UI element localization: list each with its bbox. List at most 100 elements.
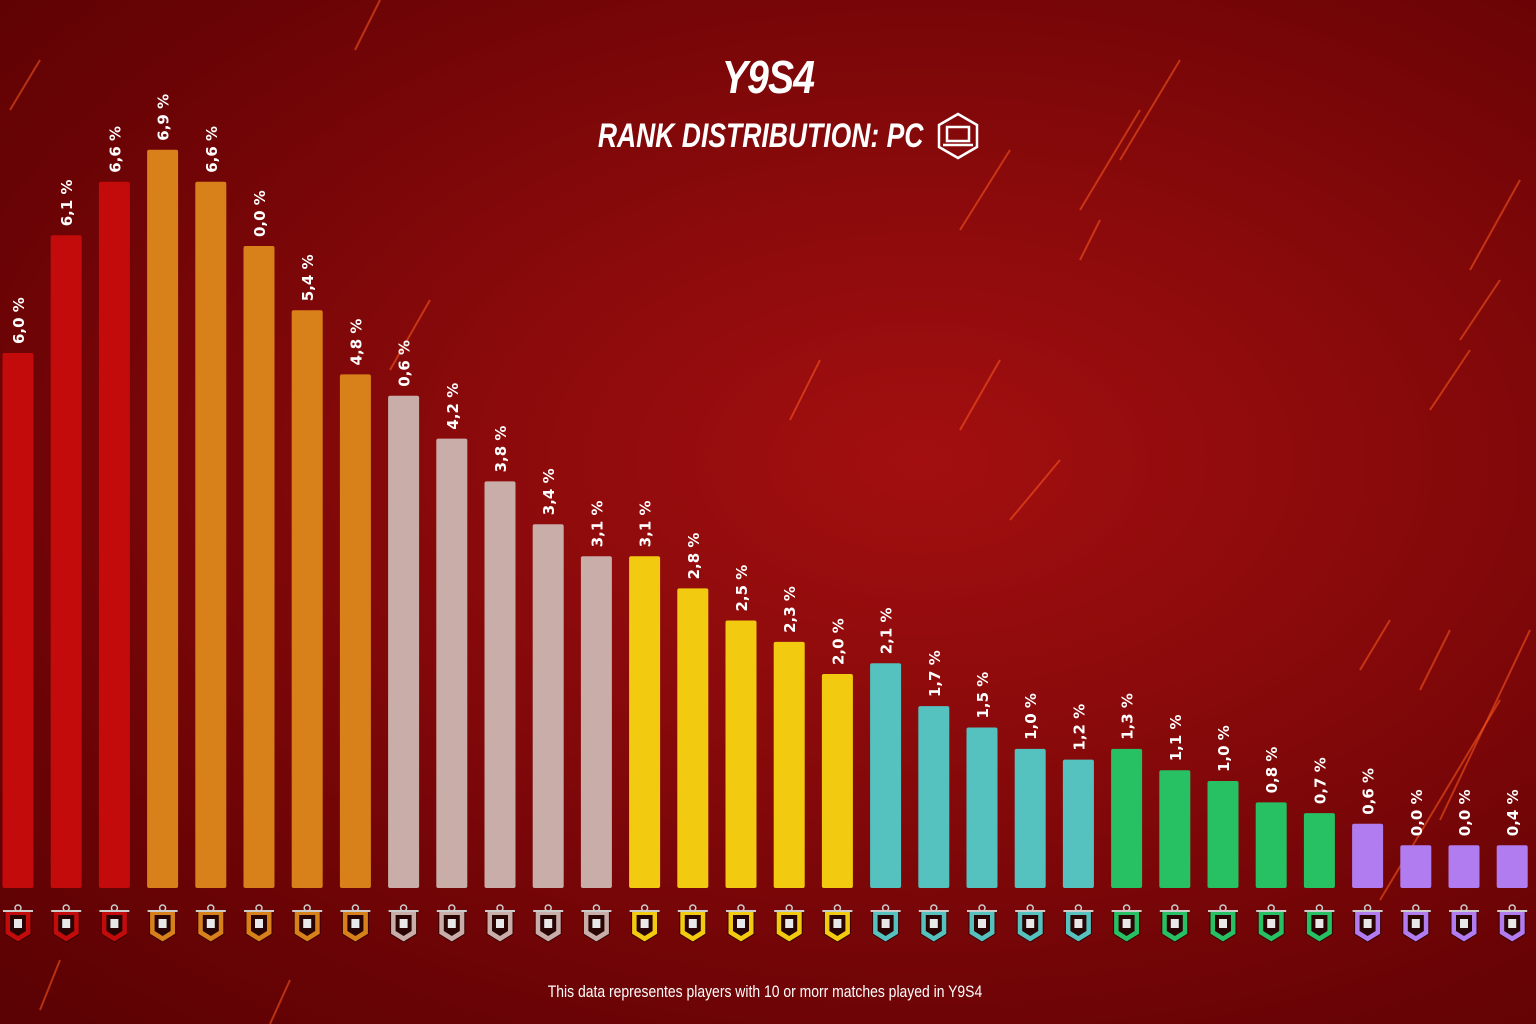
rank-badge-icon (1256, 904, 1287, 943)
rank-badge-icon (967, 904, 997, 943)
rank-badge-icon (195, 904, 226, 943)
streak (1419, 629, 1451, 691)
bar-silver (388, 395, 420, 888)
data-label: 0,6 % (1360, 768, 1378, 815)
data-label: 0,7 % (1311, 757, 1329, 804)
rank-badge-icon (1400, 904, 1431, 943)
data-label: 2,8 % (685, 533, 703, 580)
bar-diamond (1448, 845, 1480, 888)
bar-bronze (243, 246, 275, 888)
data-label: 2,3 % (781, 586, 799, 633)
data-label: 2,1 % (878, 607, 896, 654)
data-label: 3,1 % (588, 500, 606, 547)
bar-platinum (1014, 748, 1046, 888)
rank-badge-icon (3, 904, 33, 943)
rank-badge-icon (1208, 904, 1238, 943)
streak (1429, 349, 1471, 411)
data-label: 3,4 % (540, 468, 558, 515)
rank-badge-icon (629, 904, 660, 943)
bar-emerald (1207, 781, 1239, 888)
subtitle-row: RANK DISTRIBUTION: PC (0, 112, 1526, 160)
streak (1469, 179, 1521, 271)
bar-platinum (918, 706, 950, 888)
bar-diamond (1352, 823, 1384, 888)
rank-badge-icon (774, 904, 805, 943)
bar-diamond (1400, 845, 1432, 888)
rank-badge-icon (99, 904, 130, 943)
streak (959, 359, 1001, 431)
bar-silver (532, 524, 564, 888)
rank-badge-icon (1304, 904, 1335, 943)
streak (389, 299, 431, 371)
data-label: 6,9 % (155, 94, 173, 141)
data-label: 6,6 % (203, 126, 221, 173)
data-label: 2,0 % (829, 618, 847, 665)
rank-badge-icon (340, 904, 371, 943)
rank-badge-icon (292, 904, 323, 943)
rank-badge-icon (726, 904, 756, 943)
rank-badge-icon (822, 904, 853, 943)
rank-badge-icon (1111, 904, 1142, 943)
bar-silver (484, 481, 516, 888)
bar-emerald (1159, 770, 1191, 888)
bar-gold (821, 674, 853, 888)
data-label: 1,0 % (1215, 725, 1233, 772)
bar-bronze (195, 181, 227, 889)
data-label: 0,8 % (1263, 747, 1281, 794)
streak (1119, 59, 1181, 161)
rank-badge-icon (1497, 904, 1528, 943)
chart-title: Y9S4 (721, 51, 815, 103)
bar-platinum (966, 727, 998, 888)
bar-silver (436, 438, 468, 888)
bar-gold (677, 588, 709, 888)
data-label: 0,0 % (1456, 789, 1474, 836)
bar-diamond (1496, 845, 1528, 888)
bar-gold (725, 620, 757, 888)
chart-subtitle: RANK DISTRIBUTION: PC (598, 116, 924, 155)
streak (1009, 459, 1061, 521)
data-label: 0,4 % (1504, 789, 1522, 836)
data-label: 2,5 % (733, 565, 751, 612)
streak (789, 359, 821, 421)
bar-gold (773, 641, 805, 888)
rank-badge-icon (485, 904, 515, 943)
data-label: 3,1 % (637, 500, 655, 547)
rank-badge-icon (870, 904, 901, 943)
streak (269, 979, 291, 1024)
bar-emerald (1303, 813, 1335, 888)
rank-badge-icon (1015, 904, 1046, 943)
data-label: 0,0 % (1408, 789, 1426, 836)
data-label: 1,1 % (1167, 714, 1185, 761)
bar-silver (580, 556, 612, 888)
streak (1079, 109, 1141, 211)
bar-copper (2, 353, 34, 888)
rank-badge-icon (436, 904, 467, 943)
streak (1079, 219, 1101, 261)
streak (39, 959, 61, 1011)
rank-badge-icon (1352, 904, 1383, 943)
data-label: 6,0 % (10, 297, 28, 344)
bar-platinum (870, 663, 902, 888)
data-label: 6,6 % (106, 126, 124, 173)
rank-badge-icon (581, 904, 612, 943)
data-label: 0,6 % (396, 340, 414, 387)
bar-bronze (291, 310, 323, 888)
rank-badge-icon (1063, 904, 1094, 943)
data-label: 4,2 % (444, 383, 462, 430)
rank-badge-icon (147, 904, 178, 943)
rank-badge-icon (1159, 904, 1190, 943)
streak (354, 0, 381, 51)
data-label: 1,0 % (1022, 693, 1040, 740)
data-label: 1,7 % (926, 650, 944, 697)
streak (1459, 279, 1501, 341)
streak (959, 149, 1011, 231)
rank-badge-icon (677, 904, 708, 943)
footnote: This data representes players with 10 or… (547, 982, 983, 1001)
streak (9, 59, 41, 111)
bar-emerald (1255, 802, 1287, 888)
rank-badge-icon (244, 904, 274, 943)
data-label: 6,1 % (58, 179, 76, 226)
bar-emerald (1111, 748, 1143, 888)
rank-badge-icon (918, 904, 949, 943)
streak (1359, 619, 1391, 671)
